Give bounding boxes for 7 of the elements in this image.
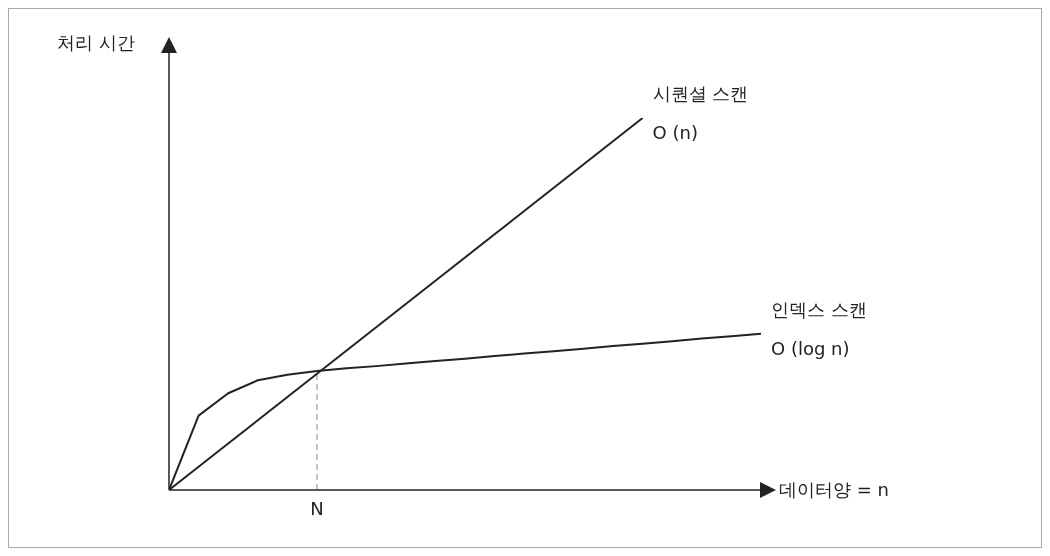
- text: N: [310, 498, 324, 519]
- text: O (log n): [771, 337, 850, 359]
- x-axis-title: 데이터양 = n: [779, 478, 889, 502]
- series-label: 시퀀셜 스캔: [652, 82, 749, 106]
- y-axis-title: 처리 시간: [57, 31, 135, 55]
- annotation: O (n): [652, 122, 698, 143]
- series-label: 인덱스 스캔: [771, 297, 867, 322]
